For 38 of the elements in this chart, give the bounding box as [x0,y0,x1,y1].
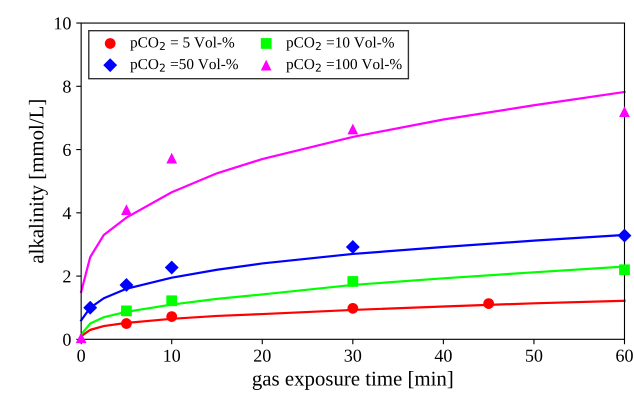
point [166,311,178,322]
point [121,204,132,216]
point [347,276,358,287]
x-tick-label: 30 [344,350,362,362]
point [119,278,134,292]
point [347,302,358,314]
point [346,240,360,254]
y-tick-label: 2 [63,270,70,282]
point [483,298,494,309]
point [164,260,179,274]
point [619,106,630,117]
point [347,124,358,134]
x-tick-label: 40 [434,350,452,362]
y-tick-label: 6 [63,144,71,156]
y-axis-title: alkalinity [mmol/L] [28,100,48,263]
point [83,300,98,315]
point [121,318,132,329]
x-tick-label: 50 [526,350,542,362]
x-tick-label: 60 [616,350,633,362]
point [166,295,178,306]
point [618,228,632,243]
point [76,332,87,344]
y-tick-label: 0 [63,334,71,346]
line-series [80,90,626,294]
y-tick-label: 4 [62,207,72,220]
point [619,264,630,276]
x-axis-title: gas exposure time [min] [252,371,452,390]
point [166,152,178,164]
y-tick-label: 10 [54,17,71,30]
legend-label: pCO$_{2}$ =10 Vol-% [286,36,394,51]
y-tick-label: 8 [63,80,71,93]
x-tick-label: 10 [164,350,180,362]
point [121,306,132,316]
legend-label: pCO$_{2}$ =50 Vol-% [130,58,238,72]
legend-label: pCO$_{2}$ =100 Vol-% [286,58,402,72]
x-tick-label: 0 [77,350,85,362]
x-tick-label: 20 [254,350,271,362]
legend-label: pCO$_{2}$ = 5 Vol-% [130,36,234,51]
